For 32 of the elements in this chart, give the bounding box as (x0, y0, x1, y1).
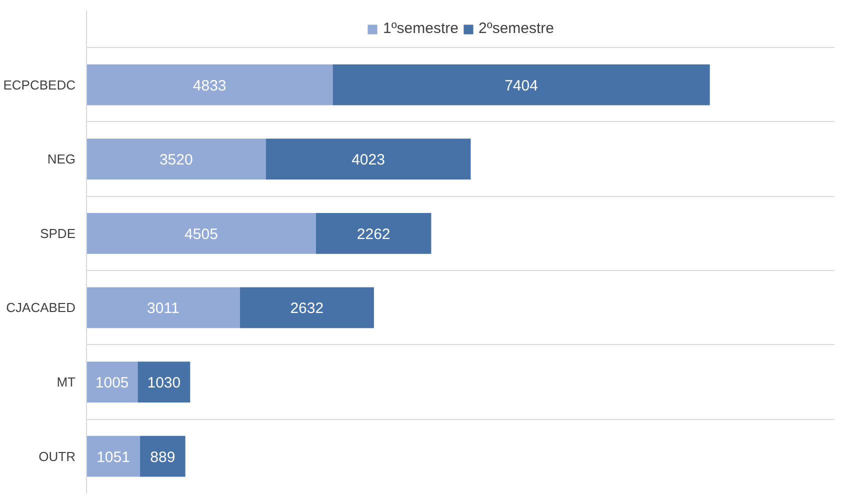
bar (86, 287, 240, 328)
y-tick-label: NEG (47, 152, 76, 167)
bar (86, 436, 140, 477)
data-label: 1051 (96, 448, 130, 466)
bar (240, 287, 374, 328)
bar (138, 362, 190, 402)
data-label: 2262 (356, 226, 390, 243)
bar (86, 64, 333, 106)
data-label: 1005 (95, 374, 129, 392)
bar (86, 138, 266, 180)
bar (316, 212, 432, 254)
data-label: 2632 (290, 300, 324, 318)
data-label: 3011 (147, 300, 180, 318)
legend-label: 2ºsemestre (478, 20, 554, 37)
data-label: 7404 (504, 77, 538, 94)
data-label: 4023 (352, 152, 385, 169)
data-label: 1030 (147, 374, 181, 392)
bar (140, 436, 186, 477)
bar (332, 64, 710, 106)
data-label: 4833 (192, 77, 226, 94)
y-tick-label: SPDE (40, 226, 76, 241)
data-label: 3520 (159, 152, 193, 169)
bar (86, 212, 316, 254)
bar (266, 138, 471, 180)
y-tick-label: CJACABED (6, 300, 76, 316)
bar (86, 362, 138, 402)
y-tick-label: ECPCBEDC (3, 77, 76, 92)
legend-label: 1ºsemestre (382, 20, 458, 37)
y-tick-label: MT (56, 374, 76, 390)
y-tick-label: OUTR (38, 448, 76, 464)
data-label: 4505 (184, 226, 218, 243)
data-label: 889 (150, 448, 176, 466)
